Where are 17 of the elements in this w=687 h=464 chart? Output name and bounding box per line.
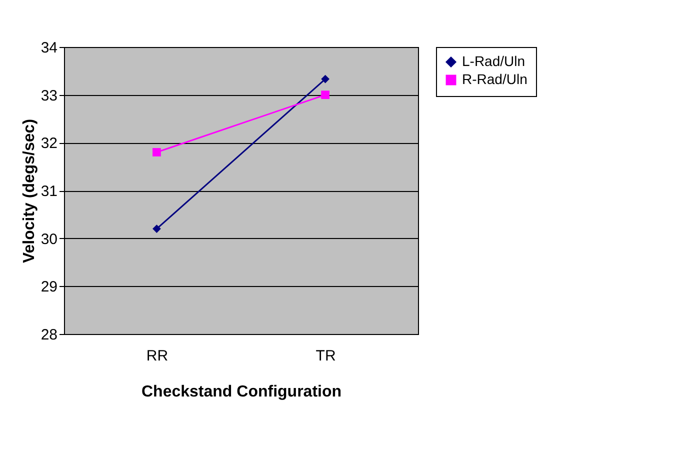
y-axis-title: Velocity (degs/sec)	[20, 118, 38, 264]
legend-label: R-Rad/Uln	[462, 71, 528, 87]
y-tick-label: 34	[40, 40, 58, 56]
point	[152, 148, 161, 156]
point	[152, 224, 161, 233]
y-tick-label: 29	[40, 278, 58, 296]
x-tick-label: RR	[146, 348, 168, 364]
y-tick-label: 28	[40, 326, 58, 344]
y-tick-label: 33	[40, 87, 58, 104]
point	[321, 90, 330, 100]
y-tick-label: 32	[40, 135, 58, 152]
legend-label: L-Rad/Uln	[462, 53, 526, 69]
y-tick-label: 31	[40, 183, 58, 200]
x-tick-label: TR	[316, 348, 336, 364]
x-axis-title: Checkstand Configuration	[141, 384, 342, 400]
y-tick-label: 30	[40, 230, 58, 248]
point	[321, 74, 330, 84]
